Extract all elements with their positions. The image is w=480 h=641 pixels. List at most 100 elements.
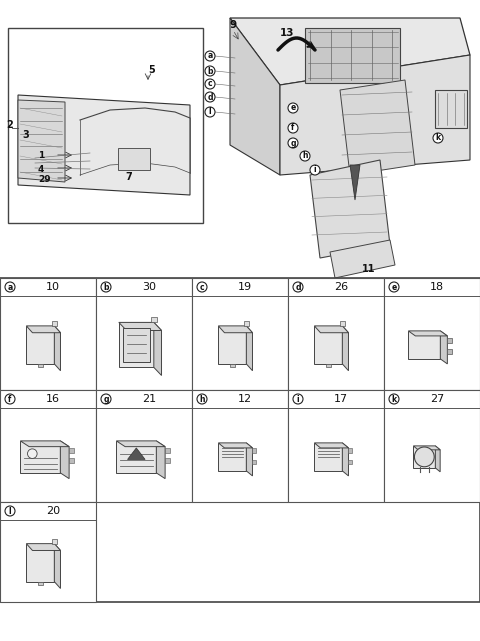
Circle shape [310,165,320,175]
Text: 10: 10 [46,282,60,292]
Polygon shape [340,80,415,175]
Text: e: e [290,103,296,113]
Circle shape [197,282,207,292]
Bar [26,326,54,364]
Polygon shape [330,240,395,278]
Bar [244,321,249,326]
Bar [192,390,288,502]
Text: 7: 7 [125,172,132,182]
Bar [288,278,384,390]
Circle shape [293,394,303,404]
Polygon shape [280,55,470,175]
Text: 21: 21 [142,394,156,404]
Bar [37,364,43,367]
Circle shape [5,282,15,292]
Polygon shape [128,448,145,460]
Text: 27: 27 [430,394,444,404]
Text: e: e [391,283,396,292]
Bar [314,326,342,364]
Polygon shape [218,443,252,448]
Polygon shape [310,160,390,258]
Text: d: d [207,92,213,101]
Bar [123,328,150,362]
Text: 9: 9 [230,20,237,30]
Circle shape [197,394,207,404]
Bar [37,581,43,585]
Circle shape [205,51,215,61]
Text: f: f [291,124,295,133]
Bar [252,449,256,453]
Circle shape [389,394,399,404]
Bar [26,544,54,581]
Circle shape [101,282,111,292]
Polygon shape [156,441,165,479]
Polygon shape [116,441,165,447]
Bar [116,441,156,473]
Polygon shape [342,326,348,370]
Polygon shape [54,326,60,370]
Text: c: c [208,79,212,88]
Text: l: l [9,506,12,515]
Bar [52,321,57,326]
Polygon shape [26,326,60,333]
Polygon shape [413,446,440,450]
Circle shape [288,103,298,113]
Circle shape [293,282,303,292]
Bar [192,278,288,390]
Circle shape [433,133,443,143]
Polygon shape [350,165,360,200]
Text: 30: 30 [142,282,156,292]
Bar [20,441,60,473]
Polygon shape [408,331,447,336]
Text: l: l [209,108,211,117]
Bar [413,446,435,468]
Text: 20: 20 [46,506,60,516]
Circle shape [300,151,310,161]
Bar [0,278,96,390]
Bar [218,326,246,364]
Text: i: i [314,165,316,174]
Circle shape [205,92,215,102]
Text: 11: 11 [362,264,375,274]
Polygon shape [119,322,161,331]
Ellipse shape [414,447,434,467]
Circle shape [288,138,298,148]
Circle shape [5,394,15,404]
Bar [288,390,384,502]
Polygon shape [230,18,470,85]
Bar [348,460,352,464]
Polygon shape [246,326,252,370]
Polygon shape [246,443,252,476]
Bar [218,443,246,471]
Polygon shape [314,326,348,333]
Circle shape [288,123,298,133]
Text: b: b [103,283,109,292]
Text: k: k [391,394,396,403]
Polygon shape [342,443,348,476]
Circle shape [101,394,111,404]
Bar [151,317,157,322]
Circle shape [27,449,37,458]
Text: 18: 18 [430,282,444,292]
Bar [384,278,480,390]
Text: g: g [103,394,109,403]
Bar [447,338,452,343]
Text: 19: 19 [238,282,252,292]
Bar [314,443,342,471]
Bar [96,278,192,390]
Text: d: d [295,283,301,292]
Text: g: g [290,138,296,147]
Polygon shape [18,95,190,195]
Text: 29: 29 [38,174,50,183]
Bar [0,390,96,502]
Bar [165,458,170,463]
Circle shape [205,107,215,117]
Bar [96,390,192,502]
Bar [348,449,352,453]
Polygon shape [218,326,252,333]
Text: 4: 4 [38,165,44,174]
Bar [229,364,235,367]
Bar [384,390,480,502]
Polygon shape [435,446,440,472]
Text: 1: 1 [38,151,44,160]
